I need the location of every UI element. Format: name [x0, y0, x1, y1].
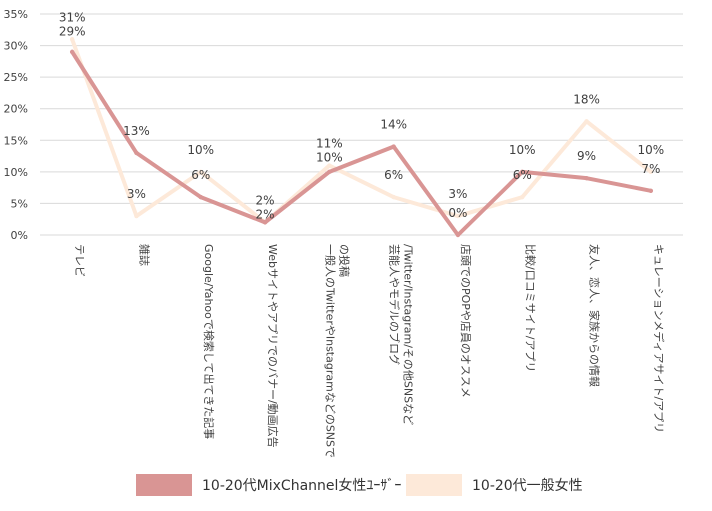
data-point-s1: [198, 169, 203, 175]
data-label-s0: 29%: [59, 24, 86, 38]
legend-label-mixchannel: 10-20代MixChannel女性ﾕｰｻﾞｰ: [202, 478, 402, 494]
data-label-s1: 3%: [127, 187, 146, 201]
data-point-s0: [520, 169, 525, 175]
category-label: 比較/口コミサイト/アプリ: [523, 244, 537, 372]
data-label-s1: 10%: [638, 143, 665, 157]
data-label-s1: 6%: [513, 168, 532, 182]
y-tick-label: 35%: [4, 8, 28, 21]
legend-item-general: 10-20代一般女性: [406, 472, 583, 498]
data-label-s0: 14%: [380, 118, 407, 132]
data-point-s1: [520, 194, 525, 200]
data-label-s0: 7%: [641, 162, 660, 176]
data-label-s1: 31%: [59, 10, 86, 24]
data-label-s1: 18%: [573, 92, 600, 106]
data-label-s0: 13%: [123, 124, 150, 138]
data-point-s0: [69, 49, 75, 55]
data-point-s0: [584, 175, 589, 181]
data-point-s0: [198, 194, 203, 200]
category-label: 店頭でのPOPや店員のオススメ: [459, 244, 473, 398]
line-chart: 0% 5% 10% 15% 20% 25% 30% 35% 31%29% 13% 3% 10% 6% 2%…: [4, 8, 683, 458]
category-label: 雑誌: [137, 244, 151, 266]
data-label-s1: 3%: [448, 187, 467, 201]
y-tick-label: 15%: [4, 134, 28, 147]
data-point-s1: [134, 213, 139, 219]
category-label: キュレーションメディアサイト/アプリ: [652, 244, 666, 433]
data-label-s1: 11%: [316, 137, 343, 151]
data-point-s0: [327, 169, 332, 175]
legend-swatch-general: [406, 474, 462, 496]
data-label-s0: 2%: [256, 207, 275, 221]
category-label: テレビ: [73, 244, 86, 277]
category-label: Google/Yahooで検索して出てきた記事: [202, 244, 216, 439]
y-tick-label: 20%: [4, 103, 28, 116]
y-tick-label: 5%: [11, 197, 28, 210]
legend-label-general: 10-20代一般女性: [472, 478, 583, 494]
category-label: /Twitter/Instagram/その他SNSなど: [402, 244, 415, 425]
data-label-s0: 0%: [448, 206, 467, 220]
legend-swatch-mixchannel: [136, 474, 192, 496]
category-label: 芸能人やモデルのブログ: [388, 244, 402, 365]
data-label-s0: 10%: [509, 143, 536, 157]
series-line-0: [70, 49, 653, 237]
legend-item-mixchannel: 10-20代MixChannel女性ﾕｰｻﾞｰ: [136, 472, 401, 498]
data-point-s0: [262, 220, 268, 225]
data-point-s1: [584, 119, 589, 124]
data-label-s1: 10%: [187, 143, 214, 157]
y-tick-label: 30%: [4, 40, 28, 53]
data-point-s0: [391, 144, 396, 149]
data-point-s0: [648, 188, 654, 193]
data-label-s1: 2%: [256, 193, 275, 207]
data-point-s0: [134, 150, 139, 156]
data-label-s0: 6%: [191, 168, 210, 182]
category-label: 友人、恋人、家族からの情報: [588, 244, 602, 387]
data-label-s0: 10%: [316, 151, 343, 165]
data-label-s1: 6%: [384, 168, 403, 182]
data-point-s0: [455, 232, 461, 238]
legend: 10-20代MixChannel女性ﾕｰｻﾞｰ 10-20代一般女性: [136, 472, 656, 498]
data-label-s0: 9%: [577, 149, 596, 163]
y-tick-label: 25%: [4, 71, 28, 84]
data-point-s1: [327, 163, 332, 168]
data-point-s1: [455, 213, 461, 219]
y-tick-label: 0%: [11, 229, 28, 242]
y-tick-label: 10%: [4, 166, 28, 179]
series-line-1: [70, 37, 653, 225]
category-label: の投稿: [337, 244, 351, 277]
data-point-s1: [648, 169, 654, 175]
data-point-s1: [391, 194, 396, 200]
category-label: 一般人のTwitterやInstagramなどのSNSで: [323, 244, 336, 458]
category-label: Webサイトやアプリでのバナー/動画広告: [266, 244, 280, 448]
data-point-s1: [69, 37, 75, 42]
